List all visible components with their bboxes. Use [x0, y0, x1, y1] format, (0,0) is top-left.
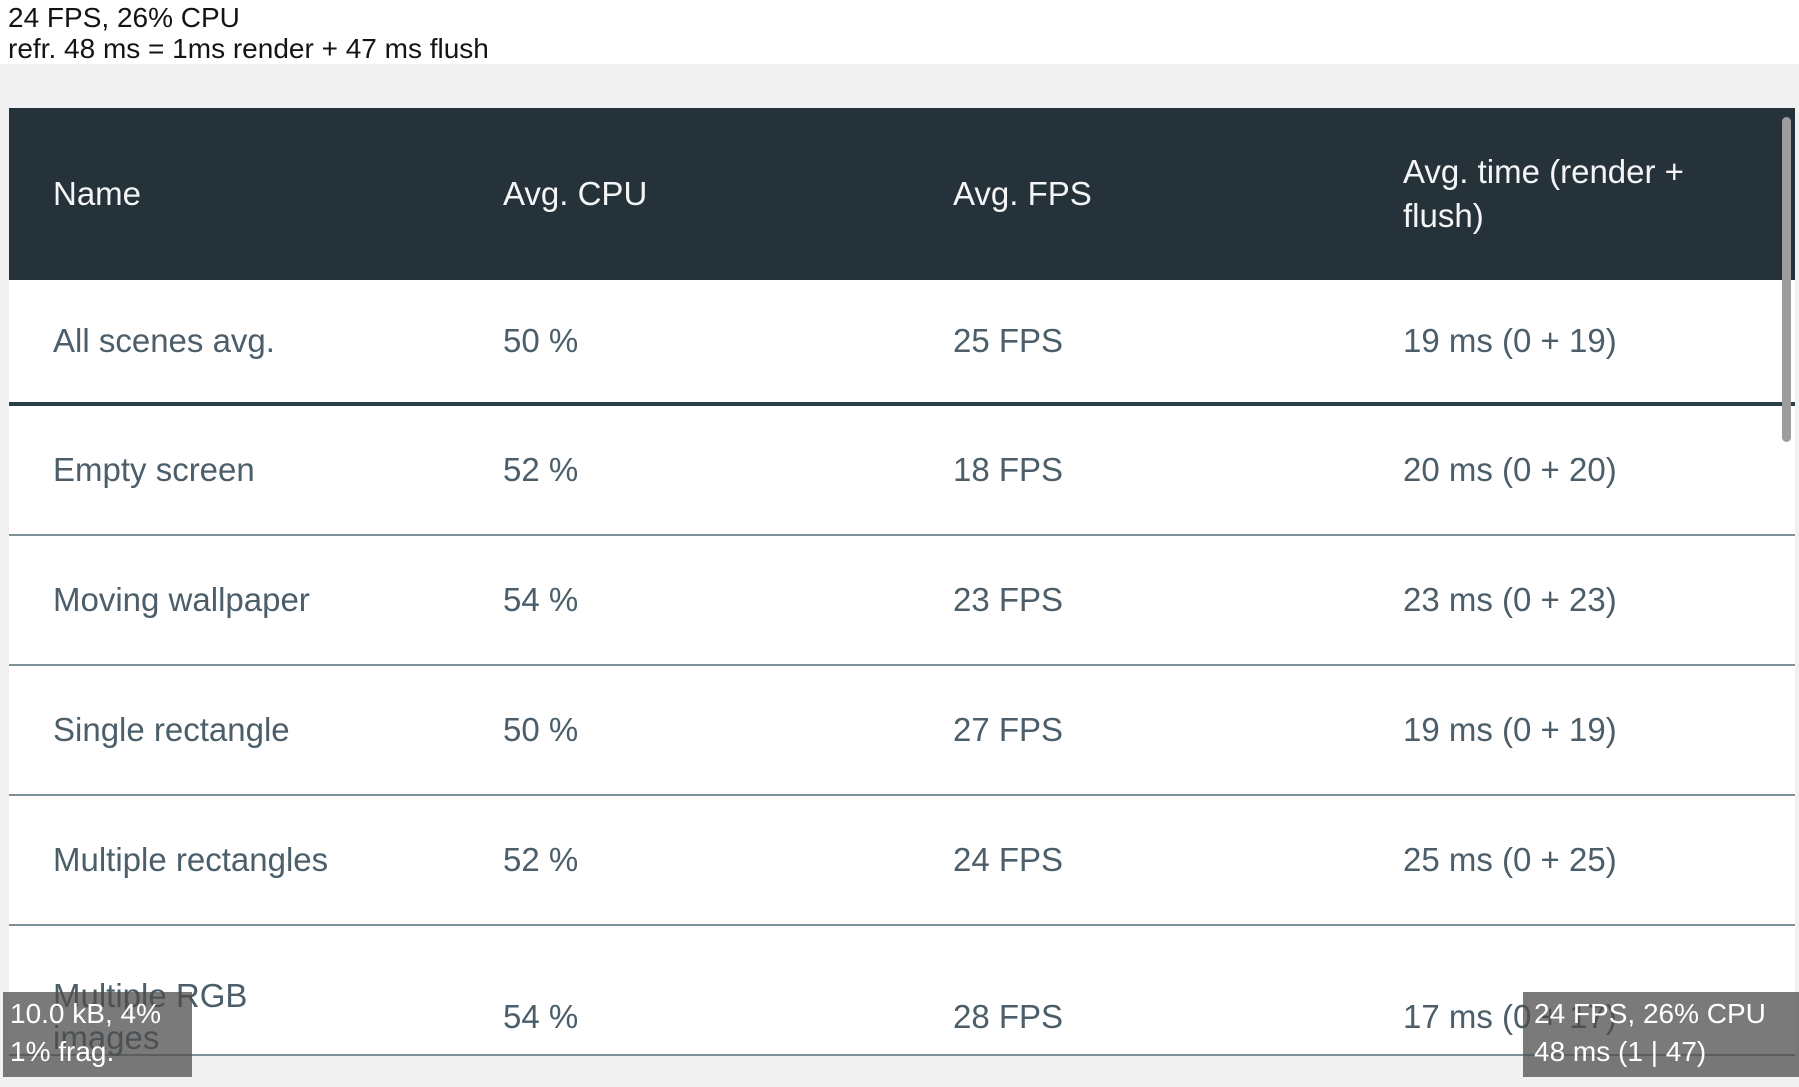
cell-avg-cpu: 52 % [503, 451, 579, 488]
cell-avg-time: 19 ms (0 + 19) [1403, 322, 1617, 359]
cell-scene-name: Empty screen [53, 451, 255, 488]
table-row: All scenes avg. 50 % 25 FPS 19 ms (0 + 1… [9, 280, 1795, 406]
refresh-time-line: refr. 48 ms = 1ms render + 47 ms flush [8, 33, 489, 64]
perf-fps-cpu-line: 24 FPS, 26% CPU [1534, 998, 1766, 1029]
column-header-name: Name [53, 175, 142, 212]
cell-avg-time: 20 ms (0 + 20) [1403, 451, 1617, 488]
cell-avg-fps: 27 FPS [953, 711, 1064, 748]
cell-scene-name: Multiple rectangles [53, 841, 329, 878]
performance-monitor-badge: 24 FPS, 26% CPU 48 ms (1 | 47) [1523, 992, 1799, 1077]
table-row: Empty screen 52 % 18 FPS 20 ms (0 + 20) [9, 406, 1795, 536]
memory-monitor-badge: 10.0 kB, 4% 1% frag. [3, 992, 192, 1077]
memory-frag-line: 1% frag. [10, 1036, 115, 1067]
column-header-avg-fps: Avg. FPS [953, 175, 1092, 212]
perf-frame-time-line: 48 ms (1 | 47) [1534, 1036, 1707, 1067]
cell-avg-fps: 28 FPS [953, 998, 1064, 1035]
table-row: Moving wallpaper 54 % 23 FPS 23 ms (0 + … [9, 536, 1795, 666]
cell-avg-fps: 25 FPS [953, 322, 1064, 359]
table-header-row: Name Avg. CPU Avg. FPS Avg. time (render… [9, 108, 1795, 280]
table-body: All scenes avg. 50 % 25 FPS 19 ms (0 + 1… [9, 280, 1795, 1056]
cell-avg-time: 23 ms (0 + 23) [1403, 581, 1617, 618]
cell-scene-name: Single rectangle [53, 711, 290, 748]
benchmark-results-table[interactable]: Name Avg. CPU Avg. FPS Avg. time (render… [9, 108, 1795, 1056]
cell-avg-time: 25 ms (0 + 25) [1403, 841, 1617, 878]
cell-avg-time: 19 ms (0 + 19) [1403, 711, 1617, 748]
cell-avg-cpu: 52 % [503, 841, 579, 878]
fps-cpu-line: 24 FPS, 26% CPU [8, 2, 240, 33]
cell-avg-fps: 24 FPS [953, 841, 1064, 878]
table-row: Multiple rectangles 52 % 24 FPS 25 ms (0… [9, 796, 1795, 926]
memory-usage-line: 10.0 kB, 4% [10, 998, 161, 1029]
cell-avg-cpu: 54 % [503, 998, 579, 1035]
cell-avg-cpu: 50 % [503, 711, 579, 748]
table-row: Single rectangle 50 % 27 FPS 19 ms (0 + … [9, 666, 1795, 796]
cell-scene-name: All scenes avg. [53, 322, 275, 359]
vertical-scrollbar-thumb[interactable] [1782, 117, 1791, 442]
cell-avg-cpu: 54 % [503, 581, 579, 618]
refresh-stats-label: 24 FPS, 26% CPU refr. 48 ms = 1ms render… [0, 0, 1799, 64]
cell-avg-cpu: 50 % [503, 322, 579, 359]
cell-avg-fps: 23 FPS [953, 581, 1064, 618]
cell-avg-fps: 18 FPS [953, 451, 1064, 488]
column-header-avg-time: Avg. time (render + flush) [1403, 153, 1684, 234]
cell-scene-name: Moving wallpaper [53, 581, 310, 618]
column-header-avg-cpu: Avg. CPU [503, 175, 648, 212]
